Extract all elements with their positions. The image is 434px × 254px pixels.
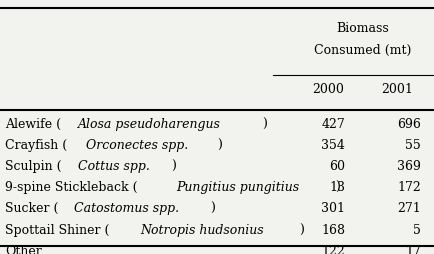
- Text: Catostomus spp.: Catostomus spp.: [74, 202, 179, 215]
- Text: Pungitius pungitius: Pungitius pungitius: [176, 181, 299, 194]
- Text: 60: 60: [329, 160, 345, 173]
- Text: 427: 427: [321, 118, 345, 131]
- Text: ): ): [335, 181, 340, 194]
- Text: Orconectes spp.: Orconectes spp.: [85, 139, 188, 152]
- Text: 9-spine Stickleback (: 9-spine Stickleback (: [5, 181, 138, 194]
- Text: 2000: 2000: [312, 83, 344, 96]
- Text: Sculpin (: Sculpin (: [5, 160, 62, 173]
- Text: Spottail Shiner (: Spottail Shiner (: [5, 224, 110, 236]
- Text: Alewife (: Alewife (: [5, 118, 61, 131]
- Text: 271: 271: [397, 202, 421, 215]
- Text: 301: 301: [321, 202, 345, 215]
- Text: ): ): [210, 202, 215, 215]
- Text: Other: Other: [5, 245, 42, 254]
- Text: ): ): [299, 224, 304, 236]
- Text: ): ): [217, 139, 222, 152]
- Text: 55: 55: [405, 139, 421, 152]
- Text: Consumed (mt): Consumed (mt): [314, 44, 411, 57]
- Text: 2001: 2001: [381, 83, 413, 96]
- Text: 696: 696: [397, 118, 421, 131]
- Text: 369: 369: [397, 160, 421, 173]
- Text: Sucker (: Sucker (: [5, 202, 59, 215]
- Text: Notropis hudsonius: Notropis hudsonius: [140, 224, 264, 236]
- Text: 17: 17: [405, 245, 421, 254]
- Text: 5: 5: [413, 224, 421, 236]
- Text: 172: 172: [397, 181, 421, 194]
- Text: 13: 13: [329, 181, 345, 194]
- Text: Cottus spp.: Cottus spp.: [78, 160, 150, 173]
- Text: 122: 122: [321, 245, 345, 254]
- Text: Crayfish (: Crayfish (: [5, 139, 67, 152]
- Text: 168: 168: [321, 224, 345, 236]
- Text: 354: 354: [321, 139, 345, 152]
- Text: Alosa pseudoharengus: Alosa pseudoharengus: [78, 118, 220, 131]
- Text: ): ): [262, 118, 267, 131]
- Text: ): ): [171, 160, 176, 173]
- Text: Biomass: Biomass: [336, 22, 389, 35]
